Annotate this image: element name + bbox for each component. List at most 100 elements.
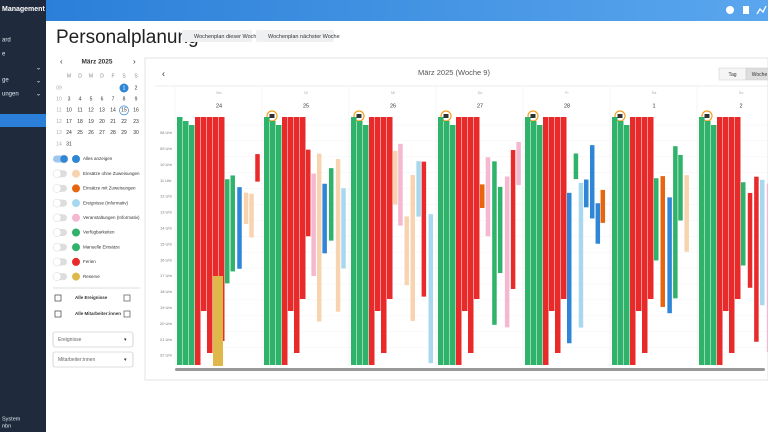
event bbox=[618, 121, 624, 365]
day[interactable]: 6 bbox=[101, 97, 104, 103]
today bbox=[119, 105, 129, 116]
event bbox=[549, 117, 555, 311]
day[interactable]: 11 bbox=[77, 108, 82, 114]
sidebar-item[interactable]: ge bbox=[2, 78, 9, 84]
event bbox=[316, 153, 322, 322]
day[interactable]: 22 bbox=[121, 119, 127, 125]
day[interactable]: 30 bbox=[133, 130, 139, 136]
event bbox=[624, 125, 630, 365]
event bbox=[270, 121, 276, 365]
day[interactable]: 13 bbox=[99, 108, 105, 114]
event bbox=[416, 161, 421, 217]
filter-label: Ereignisse (Informativ) bbox=[83, 200, 129, 205]
event bbox=[195, 117, 201, 365]
day[interactable]: 7 bbox=[112, 97, 115, 103]
event bbox=[612, 117, 618, 365]
info-icon[interactable] bbox=[726, 6, 734, 14]
toggle-knob bbox=[52, 184, 62, 193]
dropdown-label: Ereignisse bbox=[58, 337, 82, 343]
chart-icon[interactable] bbox=[756, 5, 767, 15]
sidebar-item[interactable]: e bbox=[2, 52, 6, 58]
checkbox[interactable] bbox=[123, 294, 131, 302]
day[interactable]: 10 bbox=[66, 108, 72, 114]
mini-next[interactable]: › bbox=[133, 57, 136, 66]
sidebar-title: Management bbox=[2, 6, 45, 13]
toggle-knob bbox=[59, 154, 69, 164]
day[interactable]: 17 bbox=[66, 119, 72, 125]
day[interactable]: 12 bbox=[88, 108, 94, 114]
day[interactable]: 29 bbox=[121, 130, 127, 136]
event bbox=[311, 173, 316, 277]
toggle-knob bbox=[52, 198, 62, 208]
top-bar bbox=[46, 0, 768, 21]
event bbox=[369, 117, 375, 365]
day[interactable]: 20 bbox=[99, 119, 105, 125]
day[interactable]: 24 bbox=[66, 130, 72, 136]
check-icon bbox=[54, 310, 62, 318]
day[interactable]: 25 bbox=[77, 130, 83, 136]
dropdown[interactable] bbox=[52, 351, 134, 368]
day[interactable]: 2 bbox=[135, 85, 138, 91]
event bbox=[357, 121, 363, 365]
event bbox=[747, 192, 753, 288]
filter-color bbox=[72, 213, 80, 222]
day[interactable]: 28 bbox=[110, 130, 116, 136]
day[interactable]: 21 bbox=[110, 119, 116, 125]
event bbox=[456, 117, 462, 365]
mini-prev[interactable]: ‹ bbox=[60, 57, 63, 66]
event bbox=[201, 117, 207, 311]
filter-label: Alles anzeigen bbox=[83, 156, 113, 161]
event bbox=[673, 146, 678, 299]
dropdown-label: Mitarbeiter:innen bbox=[58, 357, 95, 363]
filter-label: Reserve bbox=[83, 274, 100, 279]
day[interactable]: 26 bbox=[88, 130, 94, 136]
chevron: ⌄ bbox=[36, 79, 41, 85]
event bbox=[225, 179, 230, 284]
time-label: 14 Uhr bbox=[160, 225, 173, 230]
filter-color bbox=[72, 272, 80, 281]
day-number: 26 bbox=[390, 103, 396, 109]
day[interactable]: 1 bbox=[123, 85, 126, 91]
event bbox=[428, 214, 434, 364]
time-label: 10 Uhr bbox=[160, 162, 173, 167]
event bbox=[492, 161, 497, 325]
filter-color bbox=[72, 155, 80, 163]
event bbox=[189, 125, 195, 365]
day[interactable]: 14 bbox=[110, 108, 116, 114]
toggle-knob bbox=[52, 257, 62, 267]
weekday: M bbox=[89, 73, 93, 79]
sidebar-item[interactable]: ungen bbox=[2, 92, 19, 98]
day[interactable]: 19 bbox=[88, 119, 94, 125]
day[interactable]: 27 bbox=[99, 130, 105, 136]
event bbox=[381, 117, 387, 353]
doc-icon[interactable] bbox=[743, 6, 749, 14]
day[interactable]: 31 bbox=[66, 141, 72, 147]
event bbox=[480, 184, 485, 208]
event bbox=[322, 183, 327, 254]
filter-label: Veranstaltungen (Informativ) bbox=[83, 215, 140, 220]
view-button[interactable] bbox=[745, 67, 768, 81]
day[interactable]: 3 bbox=[68, 97, 71, 103]
dropdown-caret: ▾ bbox=[124, 337, 127, 343]
day[interactable]: 15 bbox=[121, 108, 127, 114]
share-button-label: Wochenplan nächster Woche bbox=[268, 34, 340, 40]
checkbox[interactable] bbox=[123, 310, 131, 318]
day[interactable]: 8 bbox=[123, 97, 126, 103]
prev-button[interactable]: ‹ bbox=[162, 68, 165, 78]
day[interactable]: 5 bbox=[90, 97, 93, 103]
event bbox=[678, 154, 683, 221]
event bbox=[555, 117, 561, 353]
time-label: 15 Uhr bbox=[160, 241, 173, 246]
filter-color bbox=[72, 243, 80, 252]
event bbox=[531, 121, 537, 365]
day[interactable]: 18 bbox=[77, 119, 83, 125]
day[interactable]: 9 bbox=[135, 97, 138, 103]
share-button[interactable] bbox=[182, 30, 252, 42]
day[interactable]: 23 bbox=[133, 119, 139, 125]
sidebar-item[interactable]: ard bbox=[2, 38, 11, 44]
day[interactable]: 4 bbox=[79, 97, 82, 103]
day[interactable]: 16 bbox=[133, 108, 139, 114]
chevron: ⌄ bbox=[36, 66, 41, 72]
dropdown[interactable] bbox=[52, 331, 134, 348]
share-button[interactable] bbox=[256, 30, 334, 42]
